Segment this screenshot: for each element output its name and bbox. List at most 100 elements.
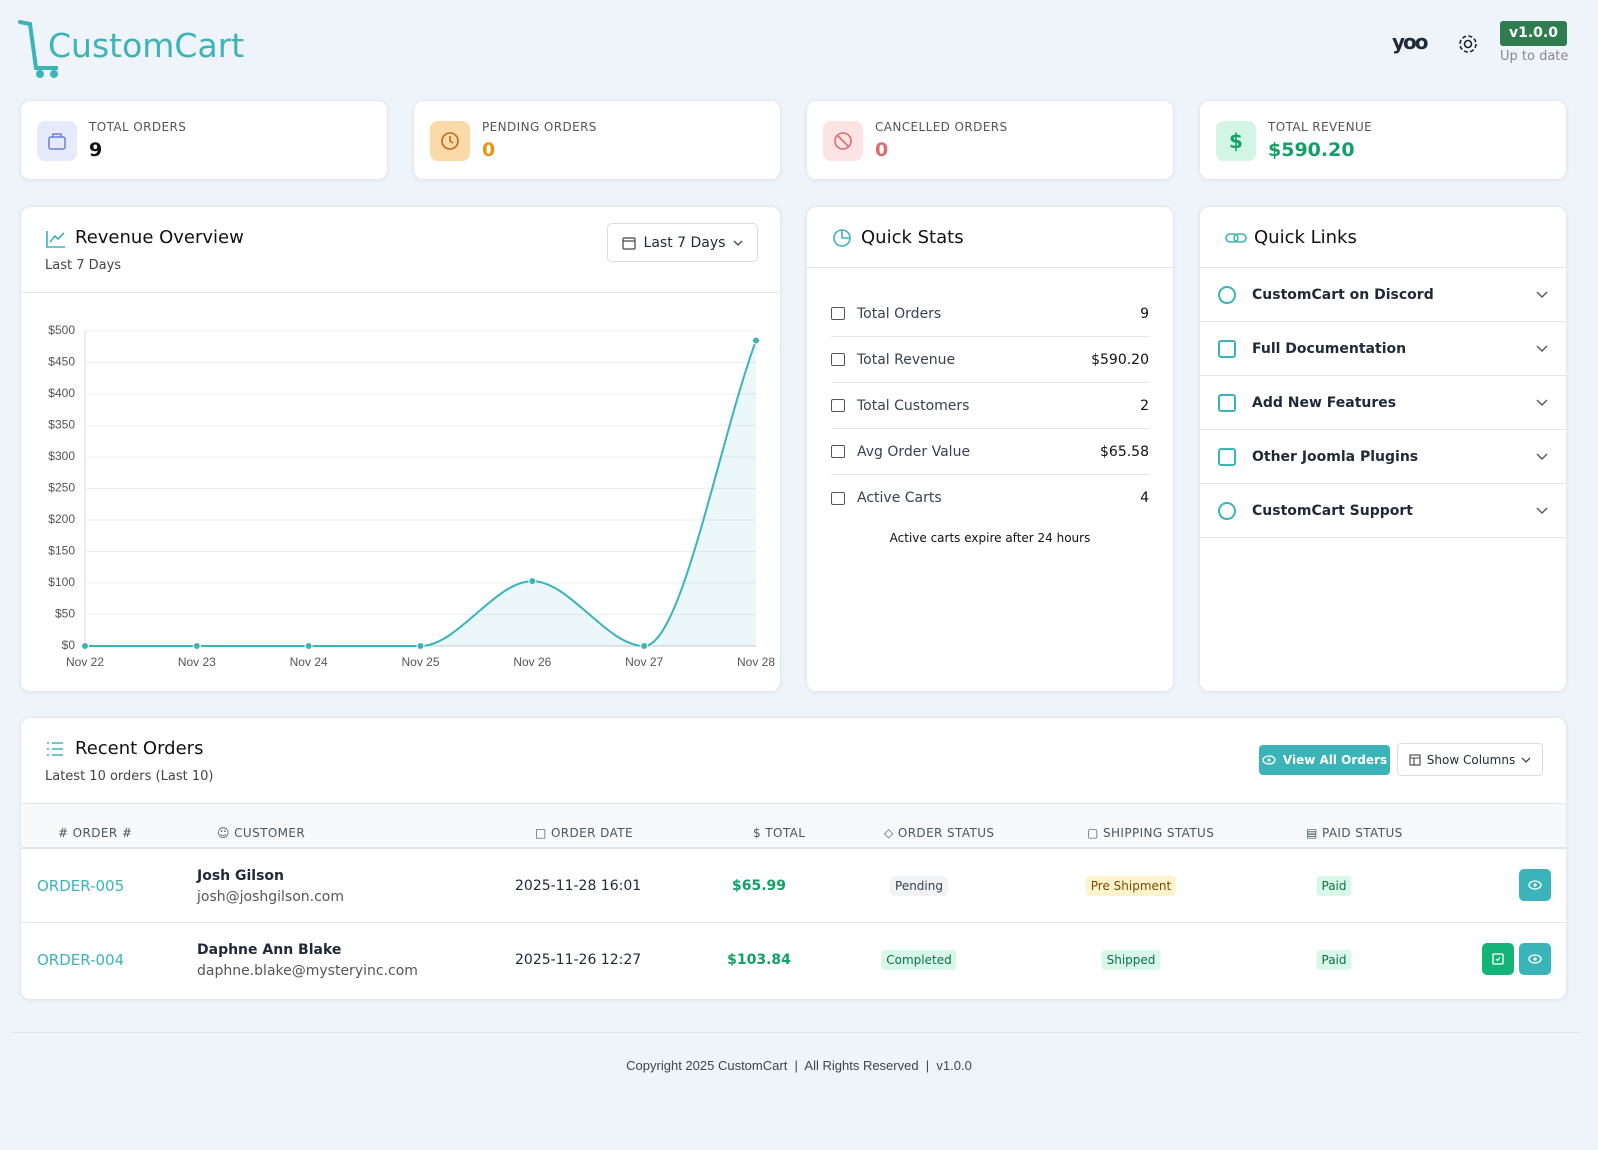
order-link[interactable]: ORDER-004 [37,951,125,969]
footer-copyright: Copyright 2025 CustomCart [626,1058,788,1073]
link-label: Add New Features [1252,394,1397,411]
quick-link[interactable]: Full Documentation [1200,322,1566,376]
point [752,336,760,345]
quick-link[interactable]: CustomCart on Discord [1200,268,1566,322]
view-all-button[interactable]: View All Orders [1259,745,1390,775]
y-tick-label: $300 [48,449,75,463]
column-label: ORDER STATUS [897,826,995,840]
link-icon [1218,339,1236,358]
button-label: Show Columns [1426,752,1516,767]
customer-name: Daphne Ann Blake [197,942,342,958]
panel-title: Quick Stats [861,227,964,248]
icon-part [1528,954,1542,964]
invoice-button[interactable] [1482,943,1514,975]
panel-title: Quick Links [1254,227,1357,248]
stat-value: 4 [1140,490,1149,506]
column-label: SHIPPING STATUS [1102,826,1215,840]
stat-icon [37,121,77,161]
icon-part [1521,757,1531,763]
icon-part [1536,345,1548,352]
quick-stats-card: Quick Stats Total Orders 9 Total Revenue $… [806,206,1174,692]
column-label: ORDER DATE [550,826,633,840]
y-tick-label: $150 [48,544,75,558]
column-header: ▢ SHIPPING STATUS [1087,826,1215,840]
icon-part [733,240,743,246]
show-columns-button[interactable]: Show Columns [1397,743,1543,776]
column-label: ORDER # [72,826,133,840]
icon-part [1536,507,1548,514]
settings-icon[interactable] [1456,32,1480,56]
column-header: ▤ PAID STATUS [1306,826,1403,840]
customer-email: daphne.blake@mysteryinc.com [197,963,418,979]
order-row: ORDER-005 Josh Gilson josh@joshgilson.com 2… [21,849,1566,923]
range-select-label: Last 7 Days [643,234,726,251]
icon-part [1533,957,1537,961]
icon-part [733,240,743,246]
column-label: PAID STATUS [1321,826,1403,840]
view-button[interactable] [1519,943,1551,975]
stat-value: 9 [89,139,103,161]
row-icon [831,445,845,458]
stat-label: Total Orders [857,305,942,322]
icon-part [836,134,850,148]
icon-part [621,236,636,250]
x-tick-label: Nov 24 [290,655,328,669]
stat-icon [823,121,863,161]
y-tick-label: $400 [48,386,75,400]
icon-part [441,132,459,150]
icon-part [449,136,454,144]
link-label: Full Documentation [1252,340,1407,357]
logo[interactable]: CustomCart [18,18,244,82]
order-total: $65.99 [731,878,787,894]
x-tick-label: Nov 28 [737,655,775,669]
line [84,340,757,648]
footer-divider [12,1032,1580,1033]
stat-label: CANCELLED ORDERS [875,120,1008,134]
icon-part [1409,756,1420,765]
recent-orders-card: Recent Orders Latest 10 orders (Last 10)… [20,717,1567,1000]
order-total: $103.84 [727,952,791,968]
note: Active carts expire after 24 hours [889,531,1091,545]
icon-part [1528,880,1542,890]
quick-link[interactable]: Add New Features [1200,376,1566,430]
view-button[interactable] [1519,869,1551,901]
icon-part [1536,399,1548,406]
brand-logo[interactable]: yoo [1392,30,1429,54]
quick-link[interactable]: CustomCart Support [1200,484,1566,538]
x-tick-label: Nov 26 [513,655,551,669]
stat-row: Total Revenue $590.20 [831,337,1149,383]
customer-email: josh@joshgilson.com [197,889,344,905]
panel-subtitle: Latest 10 orders (Last 10) [45,769,214,784]
revenue-card: Revenue Overview Last 7 Days Last 7 Days… [20,206,781,692]
icon-part [1409,753,1421,766]
panel-title: Recent Orders [75,738,204,759]
icon-part [441,132,459,150]
shipping-status: Pre Shipment [1085,876,1177,896]
stat-card: TOTAL ORDERS 9 [20,100,388,180]
quick-link[interactable]: Other Joomla Plugins [1200,430,1566,484]
stat-value: $590.20 [1091,351,1149,368]
footer-version: v1.0.0 [936,1058,972,1073]
table-header: # ORDER # ☺ CUSTOMER □ ORDER DATE $ TOTA… [21,803,1566,849]
x-tick-label: Nov 25 [401,655,439,669]
stat-value: 0 [482,139,496,161]
icon-part [1463,39,1473,49]
icon-part [1533,883,1537,887]
point [528,577,537,586]
link-icon [1218,447,1236,466]
stat-label: Active Carts [857,490,942,506]
link-label: CustomCart on Discord [1252,286,1434,303]
range-select[interactable]: Last 7 Days [607,223,758,262]
y-tick-label: $450 [48,355,75,369]
point [640,642,649,650]
icon-part [1495,957,1501,962]
row-icon [831,307,845,320]
stat-label: TOTAL REVENUE [1268,120,1373,134]
icon-part [1536,291,1548,298]
order-link[interactable]: ORDER-005 [37,877,125,895]
panel-subtitle: Last 7 Days [45,258,122,273]
chevron [1536,345,1548,352]
icon-part [48,133,66,150]
stat-label: TOTAL ORDERS [89,120,187,134]
